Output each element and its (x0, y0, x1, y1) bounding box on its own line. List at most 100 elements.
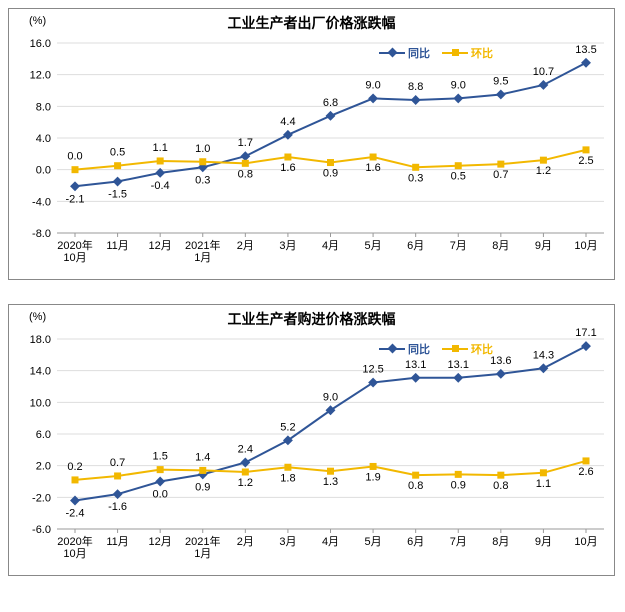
data-label: 9.0 (323, 391, 338, 403)
data-marker (412, 472, 419, 479)
chart-1: (%)工业生产者购进价格涨跌幅同比环比-6.0-2.02.06.010.014.… (8, 304, 615, 576)
data-marker (368, 378, 378, 388)
data-label: 17.1 (575, 327, 596, 339)
data-marker (453, 93, 463, 103)
data-label: 2.4 (238, 444, 253, 456)
data-marker (583, 146, 590, 153)
chart-svg: -6.0-2.02.06.010.014.018.02020年10月11月12月… (9, 305, 614, 575)
chart-svg: -8.0-4.00.04.08.012.016.02020年10月11月12月2… (9, 9, 614, 279)
data-marker (327, 468, 334, 475)
x-tick-label: 11月 (106, 240, 128, 252)
data-label: 13.1 (448, 359, 469, 371)
data-label: 1.9 (365, 471, 380, 483)
data-label: 14.3 (533, 349, 554, 361)
data-marker (370, 154, 377, 161)
data-label: 0.9 (195, 481, 210, 493)
y-tick-label: 12.0 (30, 70, 51, 82)
data-label: 6.8 (323, 97, 338, 109)
data-marker (284, 464, 291, 471)
data-label: 0.2 (67, 461, 82, 473)
x-tick-label: 1月 (194, 548, 211, 560)
data-marker (411, 95, 421, 105)
x-tick-label: 4月 (322, 536, 339, 548)
data-marker (538, 363, 548, 373)
x-tick-label: 6月 (407, 240, 424, 252)
data-label: 1.2 (238, 477, 253, 489)
data-label: 13.1 (405, 359, 426, 371)
data-label: 13.5 (575, 44, 596, 56)
data-marker (581, 341, 591, 351)
data-label: 1.5 (153, 451, 168, 463)
data-label: 2.5 (578, 155, 593, 167)
data-marker (284, 154, 291, 161)
data-marker (411, 373, 421, 383)
data-marker (496, 90, 506, 100)
data-marker (327, 159, 334, 166)
data-marker (455, 471, 462, 478)
x-tick-label: 2月 (237, 240, 254, 252)
data-label: 0.8 (408, 480, 423, 492)
x-tick-label: 2020年 (57, 238, 92, 252)
x-tick-label: 10月 (574, 240, 597, 252)
data-label: 0.5 (451, 171, 466, 183)
y-tick-label: -8.0 (32, 228, 51, 240)
data-label: 9.5 (493, 75, 508, 87)
data-marker (155, 477, 165, 487)
data-marker (538, 80, 548, 90)
x-tick-label: 11月 (106, 536, 128, 548)
data-label: 0.3 (195, 174, 210, 186)
data-marker (368, 93, 378, 103)
data-label: 0.5 (110, 147, 125, 159)
x-tick-label: 9月 (535, 240, 552, 252)
y-tick-label: 6.0 (36, 429, 51, 441)
y-tick-label: -4.0 (32, 196, 51, 208)
data-label: 1.4 (195, 451, 210, 463)
x-tick-label: 6月 (407, 536, 424, 548)
data-label: 9.0 (451, 79, 466, 91)
x-tick-label: 2020年 (57, 534, 92, 548)
x-tick-label: 5月 (365, 240, 382, 252)
data-label: 0.9 (323, 168, 338, 180)
y-tick-label: 0.0 (36, 165, 51, 177)
data-label: 8.8 (408, 81, 423, 93)
data-marker (70, 181, 80, 191)
x-tick-label: 3月 (279, 536, 296, 548)
y-tick-label: 2.0 (36, 461, 51, 473)
x-tick-label: 2021年 (185, 534, 220, 548)
data-marker (114, 472, 121, 479)
x-tick-label: 12月 (149, 240, 172, 252)
data-label: -2.4 (66, 508, 85, 520)
data-marker (455, 162, 462, 169)
data-label: 0.3 (408, 172, 423, 184)
y-tick-label: -6.0 (32, 524, 51, 536)
data-label: -2.1 (66, 193, 85, 205)
x-tick-label: 9月 (535, 536, 552, 548)
y-tick-label: 18.0 (30, 334, 51, 346)
data-label: 9.0 (365, 79, 380, 91)
y-tick-label: 4.0 (36, 133, 51, 145)
data-label: 1.6 (365, 162, 380, 174)
x-tick-label: 8月 (492, 536, 509, 548)
x-tick-label: 2月 (237, 536, 254, 548)
data-label: -0.4 (151, 180, 170, 192)
data-label: -1.6 (108, 501, 127, 513)
data-label: 5.2 (280, 421, 295, 433)
data-label: 12.5 (362, 364, 383, 376)
x-tick-label: 10月 (63, 548, 86, 560)
data-label: 2.6 (578, 466, 593, 478)
data-label: 1.3 (323, 476, 338, 488)
data-label: 1.7 (238, 137, 253, 149)
data-label: 4.4 (280, 116, 295, 128)
data-label: 13.6 (490, 355, 511, 367)
data-marker (540, 157, 547, 164)
data-label: 0.8 (238, 168, 253, 180)
data-label: -1.5 (108, 189, 127, 201)
data-marker (370, 463, 377, 470)
data-marker (412, 164, 419, 171)
data-marker (113, 177, 123, 187)
data-marker (199, 467, 206, 474)
x-tick-label: 1月 (194, 252, 211, 264)
y-tick-label: 16.0 (30, 38, 51, 50)
data-label: 0.8 (493, 480, 508, 492)
data-label: 1.6 (280, 162, 295, 174)
